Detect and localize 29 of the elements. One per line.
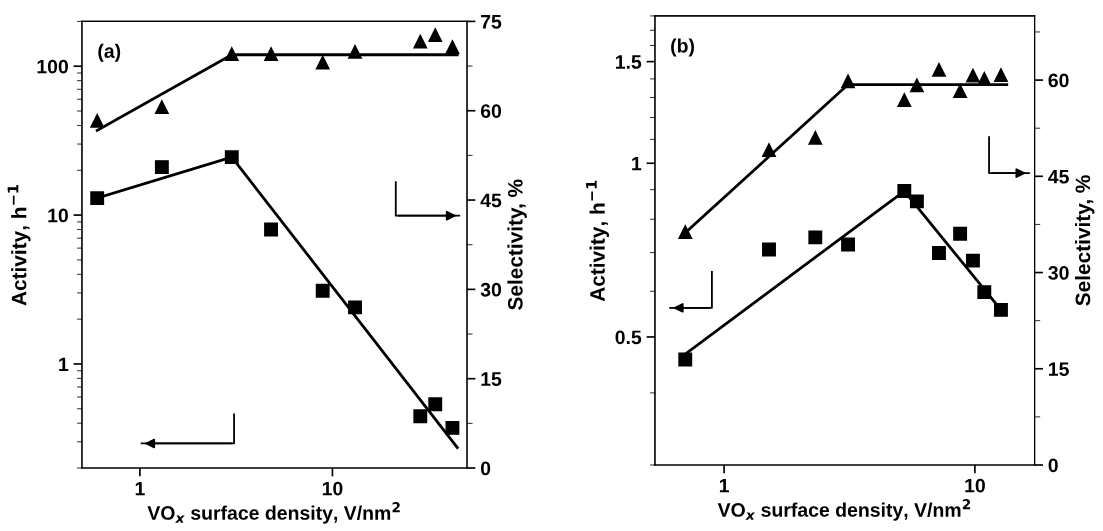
y2-tick-label: 30 bbox=[480, 282, 502, 297]
y2-tick-label: 45 bbox=[480, 193, 502, 208]
x-axis-title: VO$_{x}$ surface density, V/nm$^{2}$ bbox=[147, 502, 400, 524]
y-tick-label: 0.5 bbox=[615, 330, 642, 345]
y-tick-label: 10 bbox=[48, 208, 68, 223]
y-axis-title: Activity, h$^{−1}$ bbox=[7, 184, 31, 306]
x-axis-title: VO$_{x}$ surface density, V/nm$^{2}$ bbox=[717, 499, 971, 521]
y2-tick-label: 75 bbox=[481, 15, 502, 29]
x-tick-label: 1 bbox=[135, 481, 145, 496]
y-tick-label: 1 bbox=[59, 357, 69, 372]
y2-tick-label: 45 bbox=[1048, 169, 1069, 184]
x-tick-label: 10 bbox=[322, 481, 343, 496]
y-axis-title: Activity, h$^{−1}$ bbox=[586, 180, 609, 302]
y2-tick-label: 60 bbox=[1048, 73, 1069, 88]
y-tick-label: 1.5 bbox=[615, 55, 642, 69]
y2-axis-title: Selectivity, % bbox=[1074, 175, 1095, 306]
y2-tick-label: 0 bbox=[1048, 458, 1058, 473]
y-tick-label: 100 bbox=[37, 59, 68, 74]
y2-tick-label: 0 bbox=[480, 461, 491, 476]
y2-axis-title: Selectivity, % bbox=[507, 179, 527, 310]
y2-tick-label: 30 bbox=[1048, 266, 1069, 280]
text: (b) bbox=[671, 38, 695, 57]
y2-tick-label: 15 bbox=[481, 372, 502, 386]
y-tick-label: 1 bbox=[632, 156, 642, 171]
x-tick-label: 1 bbox=[719, 478, 729, 493]
y2-tick-label: 15 bbox=[1049, 362, 1069, 377]
y2-tick-label: 60 bbox=[480, 104, 502, 118]
text: (a) bbox=[98, 43, 121, 62]
x-tick-label: 10 bbox=[965, 478, 985, 493]
